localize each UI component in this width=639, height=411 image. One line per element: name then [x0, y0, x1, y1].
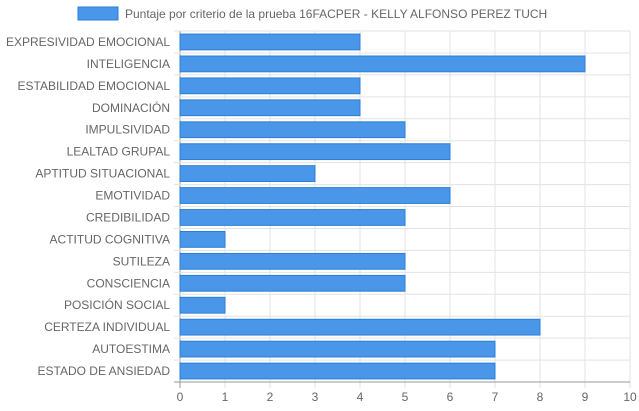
bar[interactable] [179, 55, 586, 73]
bar[interactable] [179, 274, 406, 292]
category-label: POSICIÓN SOCIAL [64, 297, 170, 312]
bars [179, 33, 586, 380]
bar[interactable] [179, 121, 406, 139]
category-label: SUTILEZA [113, 254, 170, 268]
x-tick-label: 3 [312, 390, 319, 404]
bar[interactable] [179, 231, 226, 248]
category-label: CERTEZA INDIVIDUAL [44, 320, 170, 334]
category-label: ACTITUD COGNITIVA [50, 232, 170, 246]
x-tick-label: 1 [222, 390, 229, 404]
x-tick-label: 5 [402, 390, 409, 404]
bar[interactable] [179, 99, 361, 117]
category-label: INTELIGENCIA [87, 57, 170, 71]
category-label: ESTADO DE ANSIEDAD [38, 364, 171, 378]
legend-label[interactable]: Puntaje por criterio de la prueba 16FACP… [125, 7, 547, 21]
category-label: CONSCIENCIA [87, 276, 170, 290]
category-label: EMOTIVIDAD [95, 189, 170, 203]
legend-swatch[interactable] [77, 6, 119, 21]
grid [174, 30, 631, 388]
category-label: EXPRESIVIDAD EMOCIONAL [6, 35, 170, 49]
x-tick-label: 10 [623, 390, 637, 404]
bar[interactable] [179, 77, 361, 95]
x-tick-label: 8 [537, 390, 544, 404]
x-tick-label: 9 [582, 390, 589, 404]
bar[interactable] [179, 165, 316, 182]
category-label: CREDIBILIDAD [86, 210, 170, 224]
x-tick-label: 0 [177, 390, 184, 404]
bar[interactable] [179, 362, 496, 380]
bar[interactable] [179, 296, 226, 314]
bar[interactable] [179, 209, 406, 226]
bar[interactable] [179, 187, 451, 204]
category-labels: EXPRESIVIDAD EMOCIONAL INTELIGENCIA ESTABI… [6, 35, 170, 378]
bar[interactable] [179, 340, 496, 358]
category-label: APTITUD SITUACIONAL [35, 167, 170, 181]
category-label: LEALTAD GRUPAL [67, 145, 171, 159]
legend[interactable]: Puntaje por criterio de la prueba 16FACP… [77, 6, 547, 21]
bar[interactable] [179, 143, 451, 161]
bar[interactable] [179, 33, 361, 51]
bar[interactable] [179, 318, 541, 336]
category-label: DOMINACIÓN [92, 100, 170, 115]
bar[interactable] [179, 252, 406, 270]
category-label: IMPULSIVIDAD [85, 123, 170, 137]
x-axis-ticks: 0 1 2 3 4 5 6 7 8 9 10 [177, 390, 637, 404]
x-tick-label: 6 [447, 390, 454, 404]
category-label: ESTABILIDAD EMOCIONAL [18, 79, 171, 93]
x-tick-label: 4 [357, 390, 364, 404]
category-label: AUTOESTIMA [92, 342, 170, 356]
x-tick-label: 7 [492, 390, 499, 404]
x-tick-label: 2 [267, 390, 274, 404]
